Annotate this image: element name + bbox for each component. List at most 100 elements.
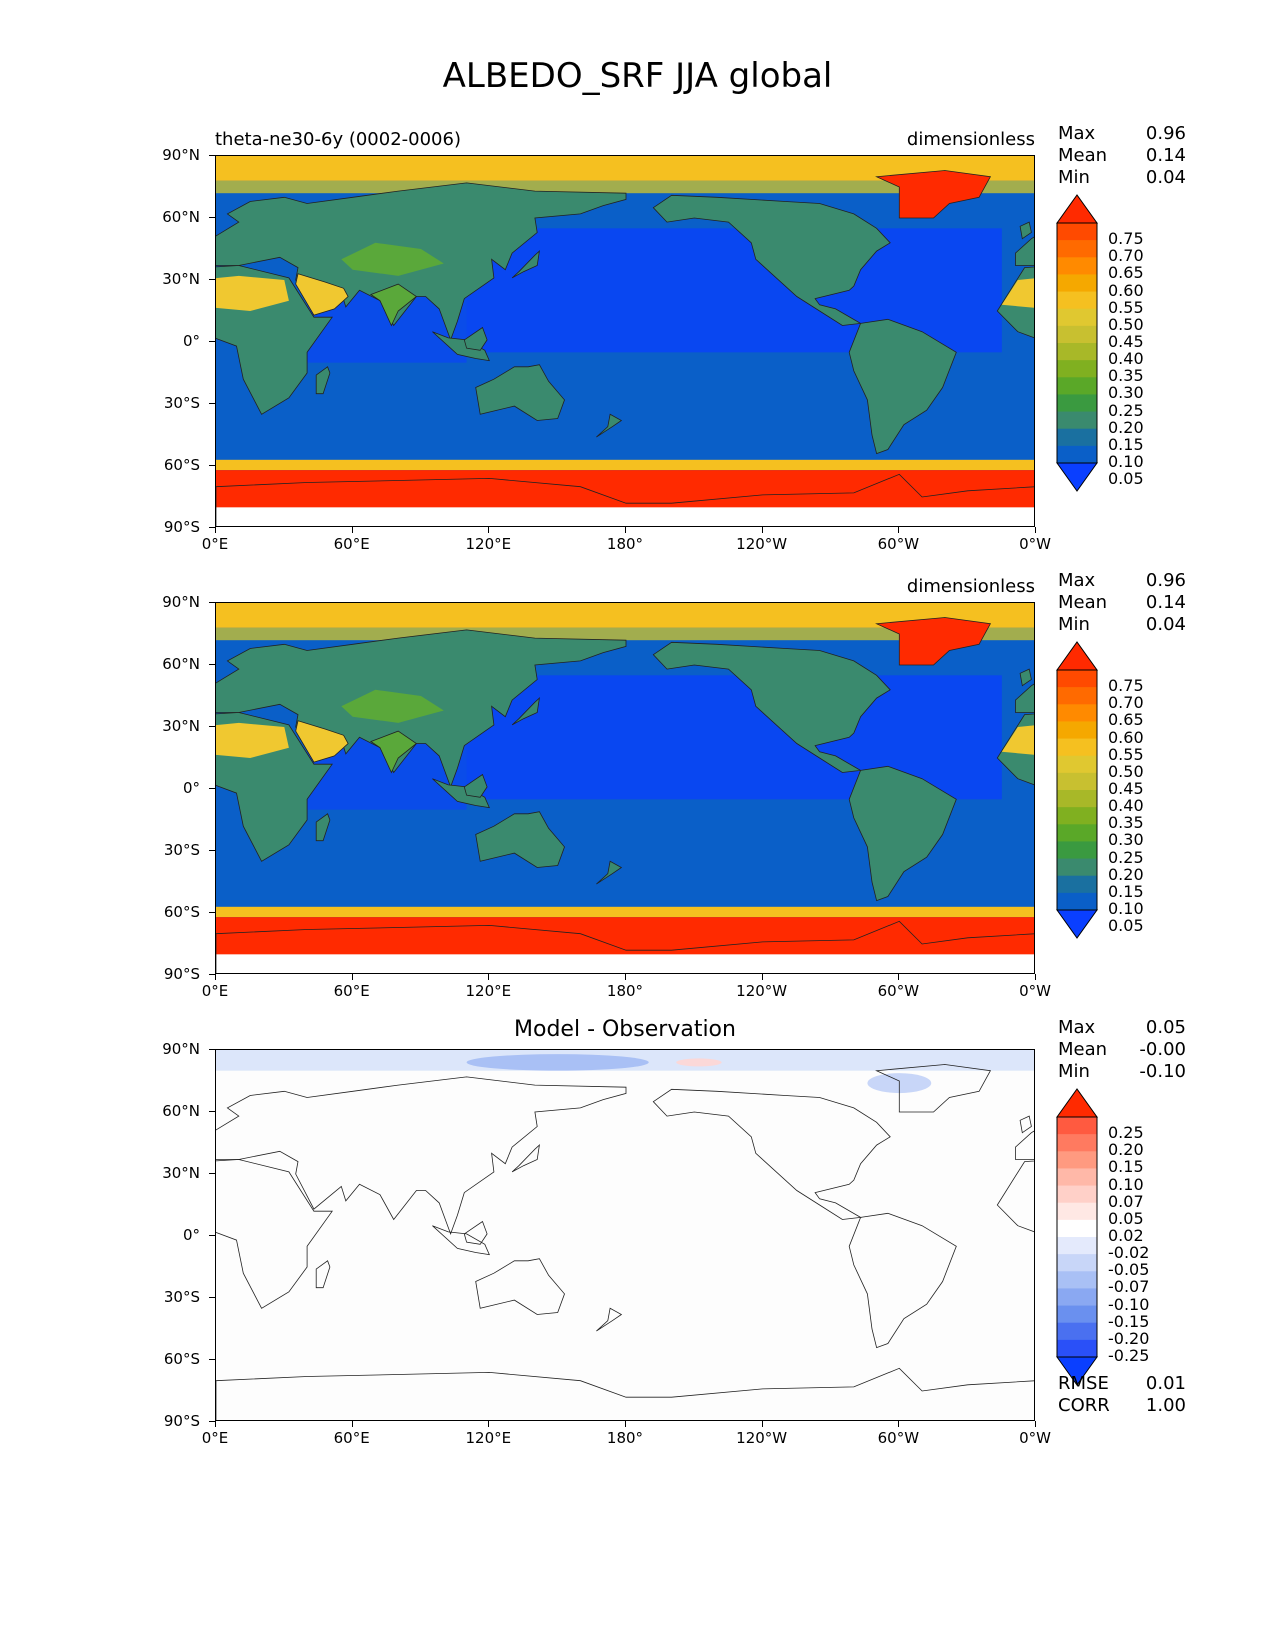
land-samerica bbox=[848, 765, 957, 902]
colorbar-tick-label: 0.25 bbox=[1108, 1123, 1144, 1143]
x-tick-mark bbox=[488, 1421, 490, 1427]
colorbar-tick-label: 0.10 bbox=[1108, 1174, 1144, 1194]
colorbar-segment bbox=[1057, 892, 1097, 911]
land-australia bbox=[475, 364, 565, 421]
y-tick-mark bbox=[209, 1049, 215, 1050]
land-madagascar bbox=[315, 813, 331, 842]
colorbar-tick-label: -0.05 bbox=[1108, 1260, 1150, 1280]
colorbar-tick-label: 0.50 bbox=[1108, 761, 1144, 781]
colorbar-segment bbox=[1057, 1254, 1097, 1272]
desert-sahara bbox=[216, 275, 289, 311]
colorbar-tick-label: 0.45 bbox=[1108, 332, 1144, 351]
colorbar-tick-label: 0.15 bbox=[1108, 1157, 1144, 1177]
colorbar-tick-label: 0.25 bbox=[1108, 847, 1144, 867]
x-tick-label: 0°E bbox=[201, 535, 229, 553]
x-tick-mark bbox=[761, 1421, 763, 1427]
stat-value: 0.14 bbox=[1145, 145, 1186, 166]
missing-data-band bbox=[216, 507, 1034, 526]
x-tick-mark bbox=[625, 1421, 626, 1427]
colorbar-segment bbox=[1057, 772, 1097, 791]
colorbar-segment bbox=[1057, 1151, 1097, 1169]
colorbar-tick-label: 0.10 bbox=[1108, 452, 1144, 471]
colorbar-tick-label: 0.07 bbox=[1108, 1191, 1144, 1211]
colorbar bbox=[1056, 194, 1098, 492]
x-tick-mark bbox=[898, 974, 900, 980]
y-tick-mark bbox=[209, 1111, 215, 1112]
colorbar-segment bbox=[1057, 738, 1097, 757]
colorbar-frame bbox=[1056, 222, 1098, 464]
colorbar-tick-label: -0.10 bbox=[1108, 1294, 1150, 1314]
panel-model: theta-ne30-6y (0002-0006) dimensionless Ma… bbox=[0, 115, 1275, 555]
y-tick-label: 60°N bbox=[162, 655, 200, 673]
x-tick-mark bbox=[625, 527, 626, 533]
x-tick-mark bbox=[898, 527, 900, 533]
x-tick-mark bbox=[351, 527, 353, 533]
coastline-africa bbox=[216, 1159, 333, 1309]
x-tick-mark bbox=[1035, 974, 1036, 980]
colorbar-segment bbox=[1057, 291, 1097, 310]
land-india bbox=[370, 730, 418, 774]
stat-label: Mean bbox=[1058, 1039, 1108, 1060]
colorbar-segment bbox=[1057, 1271, 1097, 1289]
colorbar-segment bbox=[1057, 1339, 1097, 1358]
colorbar-segment bbox=[1057, 325, 1097, 344]
colorbar-tick-label: 0.65 bbox=[1108, 710, 1144, 730]
colorbar-segment bbox=[1057, 428, 1097, 447]
panel-difference: Model - Observation Max 0.05 Mean -0.00 Min -0… bbox=[0, 1009, 1275, 1449]
colorbar-segment bbox=[1057, 394, 1097, 413]
stat-value: 0.04 bbox=[1145, 614, 1186, 635]
colorbar-tick-label: 0.15 bbox=[1108, 434, 1144, 454]
stat-label: Min bbox=[1058, 167, 1090, 188]
y-tick-label: 30°S bbox=[163, 1288, 200, 1306]
colorbar-segment bbox=[1057, 1185, 1097, 1204]
x-tick-mark bbox=[1035, 527, 1036, 533]
map-canvas bbox=[216, 1050, 1034, 1420]
colorbar-segment bbox=[1057, 824, 1097, 842]
x-tick-label: 0°W bbox=[1019, 982, 1051, 1000]
panel-units-label: dimensionless bbox=[906, 576, 1035, 597]
coastline-greenland bbox=[875, 1064, 992, 1113]
coastline-samerica bbox=[848, 1212, 957, 1349]
colorbar-segment bbox=[1057, 704, 1097, 722]
colorbar-segment bbox=[1057, 1305, 1097, 1324]
metric-row-corr: CORR 1.00 bbox=[1058, 1395, 1186, 1417]
desert-arabia bbox=[295, 720, 349, 763]
y-tick-label: 30°N bbox=[162, 717, 200, 735]
coastline-australia bbox=[475, 1258, 565, 1315]
coastline-nz bbox=[596, 1307, 623, 1332]
y-tick-mark bbox=[209, 1297, 215, 1298]
stat-label: Mean bbox=[1058, 145, 1108, 166]
x-tick-mark bbox=[351, 974, 353, 980]
metric-row-rmse: RMSE 0.01 bbox=[1058, 1373, 1186, 1395]
x-tick-label: 0°W bbox=[1019, 535, 1051, 553]
stat-value: 0.14 bbox=[1145, 592, 1186, 613]
y-tick-label: 0° bbox=[182, 779, 200, 797]
colorbar-frame bbox=[1056, 1116, 1098, 1358]
stat-value: 0.05 bbox=[1145, 1017, 1186, 1038]
land-borneo bbox=[463, 326, 488, 351]
panel-units-label: dimensionless bbox=[906, 129, 1035, 150]
y-tick-mark bbox=[209, 1173, 215, 1174]
y-tick-mark bbox=[209, 788, 215, 789]
southern-ice-edge bbox=[216, 459, 1034, 471]
figure-title: ALBEDO_SRF JJA global bbox=[442, 56, 833, 96]
colorbar-tick-label: 0.20 bbox=[1108, 864, 1144, 884]
colorbar-tick-label: 0.40 bbox=[1108, 796, 1144, 816]
x-tick-mark bbox=[625, 974, 626, 980]
colorbar-segment bbox=[1057, 445, 1097, 464]
x-tick-label: 60°E bbox=[333, 1429, 370, 1447]
ice-greenland bbox=[875, 617, 992, 666]
colorbar-segment bbox=[1057, 343, 1097, 361]
stat-label: Max bbox=[1058, 1017, 1096, 1038]
colorbar-segment bbox=[1057, 1237, 1097, 1255]
colorbar-segment bbox=[1057, 257, 1097, 275]
stats-block: Max 0.05 Mean -0.00 Min -0.10 bbox=[1058, 1017, 1186, 1083]
colorbar-segment bbox=[1057, 360, 1097, 378]
colorbar-segment bbox=[1057, 240, 1097, 258]
colorbar-tick-label: 0.60 bbox=[1108, 727, 1144, 747]
y-tick-mark bbox=[209, 1359, 215, 1360]
stat-label: Max bbox=[1058, 570, 1096, 591]
land-namerica bbox=[652, 194, 891, 326]
colorbar-tick-label: 0.65 bbox=[1108, 263, 1144, 283]
colorbar-tick-label: -0.15 bbox=[1108, 1311, 1150, 1331]
